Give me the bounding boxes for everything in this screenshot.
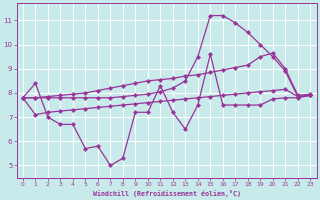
X-axis label: Windchill (Refroidissement éolien,°C): Windchill (Refroidissement éolien,°C)	[92, 190, 241, 197]
